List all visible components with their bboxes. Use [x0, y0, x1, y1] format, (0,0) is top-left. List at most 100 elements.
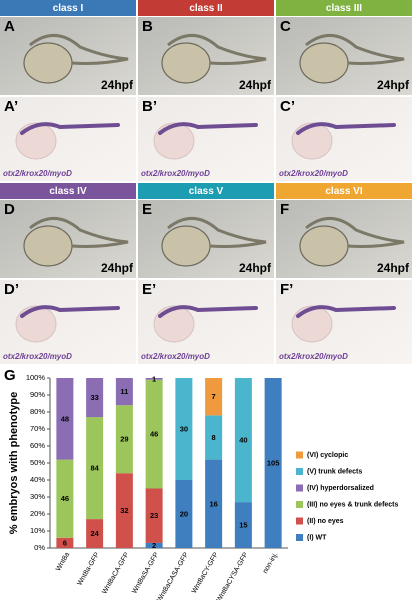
legend-label: (II) no eyes — [307, 518, 344, 525]
y-tick-label: 80% — [30, 407, 45, 416]
panel-letter: D — [4, 201, 15, 218]
class-header-label: class III — [326, 3, 362, 14]
bar-segment — [205, 415, 223, 460]
count-label: 33 — [90, 393, 98, 402]
class-header-label: class II — [189, 3, 223, 14]
embryo-yolk — [23, 42, 73, 84]
panel-letter: D’ — [4, 281, 19, 298]
bar-segment — [86, 519, 104, 548]
count-label: 23 — [150, 511, 158, 520]
embryo-body — [305, 34, 405, 65]
legend-label: (I) WT — [307, 534, 327, 541]
embryo-yolk — [299, 225, 349, 267]
count-label: 48 — [61, 414, 69, 423]
class-header-label: class I — [53, 3, 84, 14]
stage-label: 24hpf — [101, 78, 134, 92]
probe-label: otx2/krox20/myoD — [279, 169, 348, 178]
bar-segment — [115, 473, 133, 548]
embryo-yolk — [153, 305, 195, 343]
y-tick-label: 60% — [30, 441, 45, 450]
legend-swatch — [296, 517, 303, 525]
panel-letter: C’ — [280, 98, 295, 115]
probe-label: otx2/krox20/myoD — [141, 169, 210, 178]
probe-label: otx2/krox20/myoD — [279, 352, 348, 361]
bar-segment — [205, 459, 223, 548]
bar-segment — [115, 378, 133, 406]
embryo-body — [29, 34, 129, 65]
count-label: 11 — [120, 387, 128, 396]
panel-letter: C — [280, 18, 291, 35]
embryo-yolk — [291, 122, 333, 160]
panel-letter: A’ — [4, 98, 18, 115]
y-tick-label: 10% — [30, 526, 45, 535]
y-axis-label: % embryos with phenotype — [8, 392, 20, 534]
y-tick-label: 100% — [26, 373, 46, 382]
y-tick-label: 50% — [30, 458, 45, 467]
class-header-label: class IV — [49, 186, 87, 197]
legend-swatch — [296, 501, 303, 508]
stage-label: 24hpf — [101, 261, 134, 275]
embryo-yolk — [161, 225, 211, 267]
embryo-stain — [20, 305, 120, 318]
count-label: 46 — [150, 430, 158, 439]
count-label: 29 — [120, 435, 128, 444]
embryo-yolk — [291, 305, 333, 343]
bar-segment — [56, 459, 74, 538]
panel-letter: F’ — [280, 281, 293, 298]
legend-swatch — [296, 484, 303, 492]
embryo-yolk — [15, 122, 57, 160]
bar-segment — [115, 405, 133, 474]
bar-segment — [234, 502, 252, 548]
class-header — [276, 183, 412, 199]
probe-label: otx2/krox20/myoD — [141, 352, 210, 361]
y-tick-label: 70% — [30, 424, 45, 433]
panel-letter: F — [280, 201, 289, 218]
count-label: 2 — [152, 541, 156, 550]
embryo-stain — [296, 122, 396, 135]
panel-letter: G — [4, 367, 16, 384]
count-label: 24 — [90, 529, 99, 538]
embryo-body — [305, 217, 405, 248]
embryo-yolk — [153, 122, 195, 160]
embryo-body — [29, 217, 129, 248]
count-label: 46 — [61, 494, 69, 503]
count-label: 6 — [63, 538, 67, 547]
bar-segment — [56, 537, 74, 548]
bar-segment — [175, 378, 193, 480]
bar-segment — [145, 488, 163, 543]
bar-segment — [86, 378, 104, 418]
legend-swatch — [296, 468, 303, 475]
legend-label: (V) trunk defects — [307, 468, 362, 475]
legend-label: (III) no eyes & trunk defects — [307, 501, 399, 508]
class-header — [276, 0, 412, 16]
bar-segment — [264, 378, 282, 548]
embryo-yolk — [15, 305, 57, 343]
panel-letter: A — [4, 18, 15, 35]
class-header — [138, 183, 274, 199]
count-label: 20 — [180, 509, 188, 518]
bar-segment — [145, 378, 163, 380]
count-label: 16 — [209, 499, 217, 508]
y-tick-label: 20% — [30, 509, 45, 518]
embryo-stain — [158, 305, 258, 318]
count-label: 30 — [180, 424, 188, 433]
y-tick-label: 30% — [30, 492, 45, 501]
panel-letter: E’ — [142, 281, 156, 298]
probe-label: otx2/krox20/myoD — [3, 352, 72, 361]
count-label: 105 — [267, 458, 280, 467]
panel-letter: B — [142, 18, 153, 35]
bar-segment — [175, 480, 193, 548]
embryo-stain — [158, 122, 258, 135]
legend-swatch — [296, 534, 303, 541]
class-header-label: class V — [189, 186, 224, 197]
stage-label: 24hpf — [239, 78, 272, 92]
panel-letter: E — [142, 201, 152, 218]
legend-label: (IV) hyperdorsalized — [307, 485, 374, 492]
y-tick-label: 90% — [30, 390, 45, 399]
embryo-yolk — [161, 42, 211, 84]
embryo-body — [167, 217, 267, 248]
y-tick-label: 40% — [30, 475, 45, 484]
y-tick-label: 0% — [34, 543, 45, 552]
class-header — [0, 0, 136, 16]
embryo-stain — [296, 305, 396, 318]
